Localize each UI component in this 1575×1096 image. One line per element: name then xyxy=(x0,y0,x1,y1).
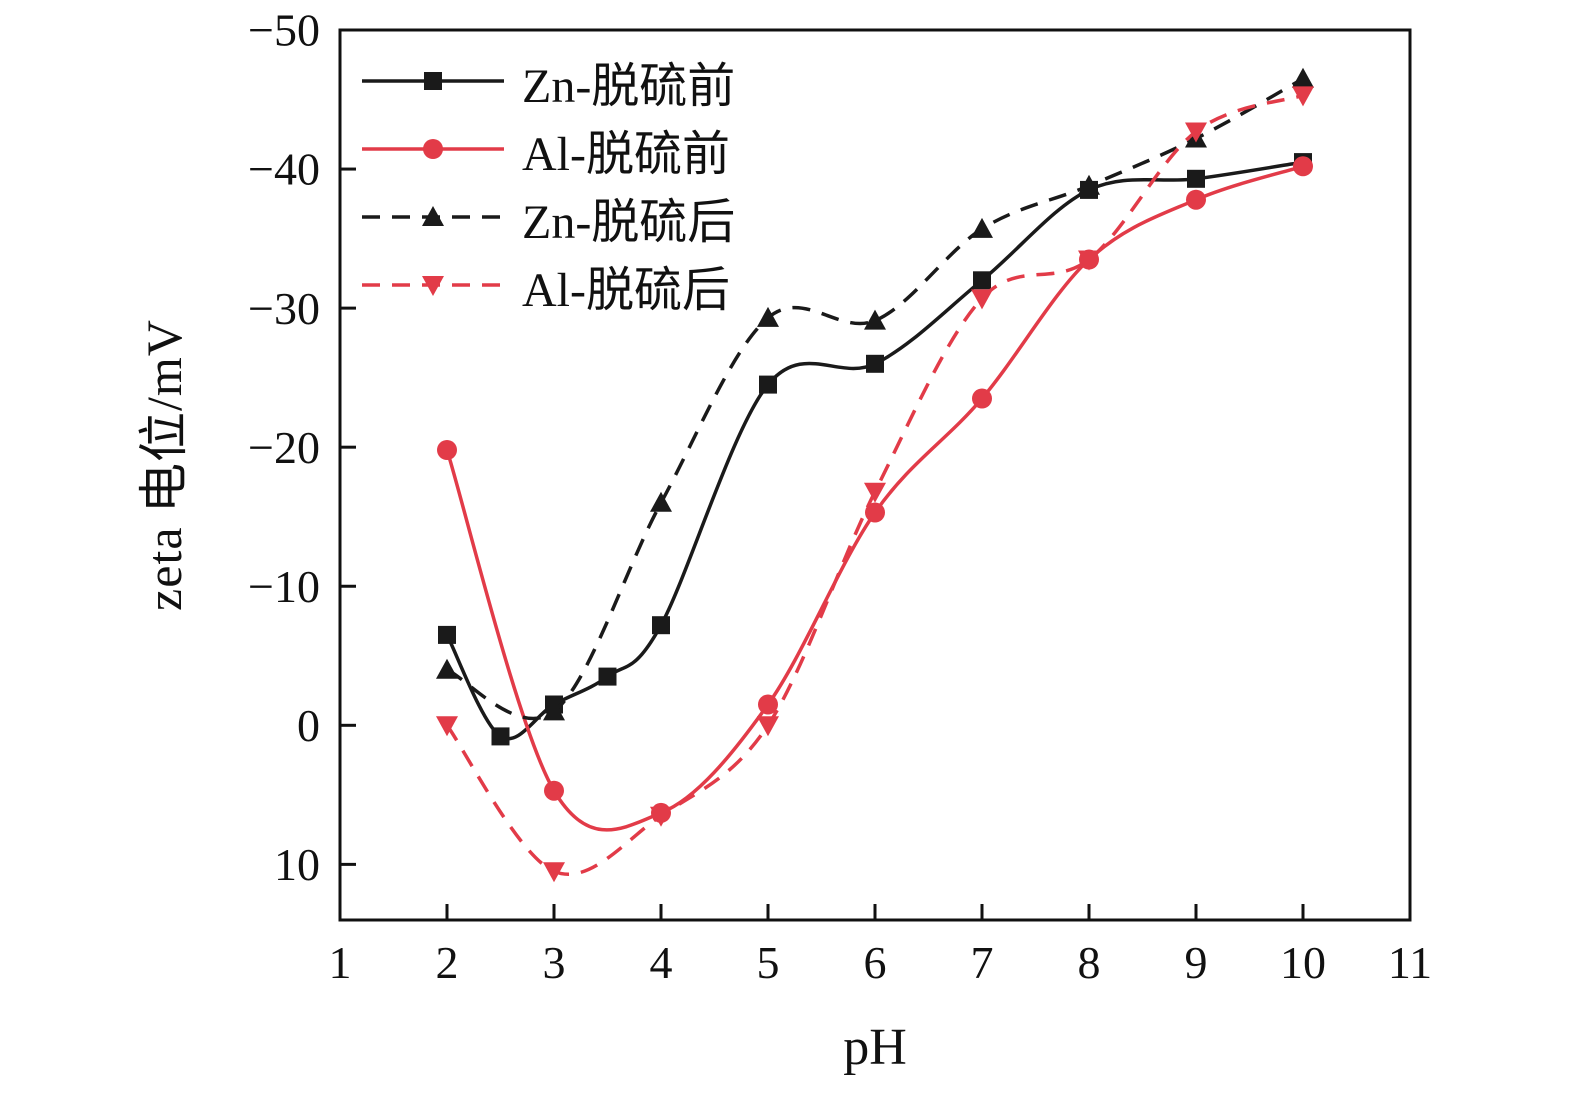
series-line xyxy=(445,93,1304,876)
marker-square xyxy=(424,72,442,90)
legend-label: Al-脱硫后 xyxy=(522,264,730,317)
marker-triangle-up xyxy=(422,206,444,226)
legend-sample-line xyxy=(362,276,504,296)
legend-label: Al-脱硫前 xyxy=(522,128,730,181)
x-tick-label: 11 xyxy=(1388,937,1432,988)
x-tick-label: 10 xyxy=(1280,937,1326,988)
marker-circle xyxy=(972,388,992,409)
marker-triangle-up xyxy=(1078,174,1100,195)
marker-circle xyxy=(865,502,885,523)
y-axis: −50 −40 −30 −20 −10 0 10 xyxy=(248,5,356,890)
legend-item: Al-脱硫后 xyxy=(358,256,735,317)
marker-triangle-down xyxy=(1185,122,1207,143)
x-axis-title: pH xyxy=(843,1019,907,1076)
x-axis: 1 2 3 4 5 6 7 8 9 10 11 xyxy=(329,904,1432,988)
x-tick-label: 4 xyxy=(650,937,673,988)
series-3 xyxy=(436,86,1314,883)
series-line xyxy=(446,77,1304,721)
marker-square xyxy=(866,354,884,373)
y-tick-label: 0 xyxy=(297,700,320,751)
x-tick-label: 7 xyxy=(971,937,994,988)
legend-item: Zn-脱硫前 xyxy=(358,52,735,113)
legend-sample-line xyxy=(362,72,504,90)
legend-item: Al-脱硫前 xyxy=(358,120,735,181)
marker-triangle-down xyxy=(422,276,444,296)
legend-label: Zn-脱硫前 xyxy=(522,60,736,113)
marker-circle xyxy=(437,440,457,460)
y-axis-title: zeta 电位/mV xyxy=(136,319,192,611)
legend-item: Zn-脱硫后 xyxy=(358,188,735,249)
marker-triangle-down xyxy=(971,289,993,310)
legend-sample-line xyxy=(362,206,504,226)
marker-square xyxy=(598,667,617,686)
marker-square xyxy=(1187,169,1205,188)
marker-square xyxy=(973,271,991,290)
legend-sample-line xyxy=(362,139,504,159)
marker-triangle-up xyxy=(543,700,565,721)
marker-triangle-down xyxy=(757,716,779,737)
marker-triangle-up xyxy=(650,491,672,512)
marker-square xyxy=(438,625,456,644)
marker-triangle-up xyxy=(864,309,886,330)
y-tick-label: −40 xyxy=(248,144,320,195)
x-tick-label: 1 xyxy=(329,937,352,988)
marker-triangle-down xyxy=(436,716,458,737)
marker-triangle-up xyxy=(436,658,458,679)
marker-triangle-up xyxy=(971,217,993,238)
marker-triangle-down xyxy=(864,482,886,503)
marker-triangle-down xyxy=(543,862,565,883)
x-tick-label: 9 xyxy=(1185,937,1208,988)
series-2 xyxy=(436,67,1314,721)
marker-triangle-up xyxy=(757,306,779,327)
marker-circle xyxy=(544,780,564,801)
marker-triangle-down xyxy=(1078,250,1100,271)
x-tick-label: 6 xyxy=(864,937,887,988)
x-tick-label: 5 xyxy=(757,937,780,988)
y-tick-label: −10 xyxy=(248,561,320,612)
marker-square xyxy=(759,375,777,394)
x-tick-label: 2 xyxy=(436,937,459,988)
marker-square xyxy=(491,727,510,746)
marker-triangle-up xyxy=(1292,67,1314,88)
y-tick-label: −30 xyxy=(248,283,320,334)
y-tick-label: −20 xyxy=(248,422,320,473)
marker-square xyxy=(652,616,670,635)
marker-circle xyxy=(423,139,443,159)
y-tick-label: 10 xyxy=(274,839,320,890)
marker-circle xyxy=(1293,156,1313,177)
legend-label: Zn-脱硫后 xyxy=(522,196,736,249)
marker-circle xyxy=(1186,189,1206,210)
y-tick-label: −50 xyxy=(248,5,320,56)
marker-triangle-down xyxy=(650,806,672,827)
x-tick-label: 3 xyxy=(543,937,566,988)
marker-circle xyxy=(758,694,778,715)
marker-triangle-down xyxy=(1292,86,1314,107)
x-tick-label: 8 xyxy=(1078,937,1101,988)
legend: Zn-脱硫前 Al-脱硫前 Zn-脱硫后 Al-脱硫后 xyxy=(358,52,735,317)
